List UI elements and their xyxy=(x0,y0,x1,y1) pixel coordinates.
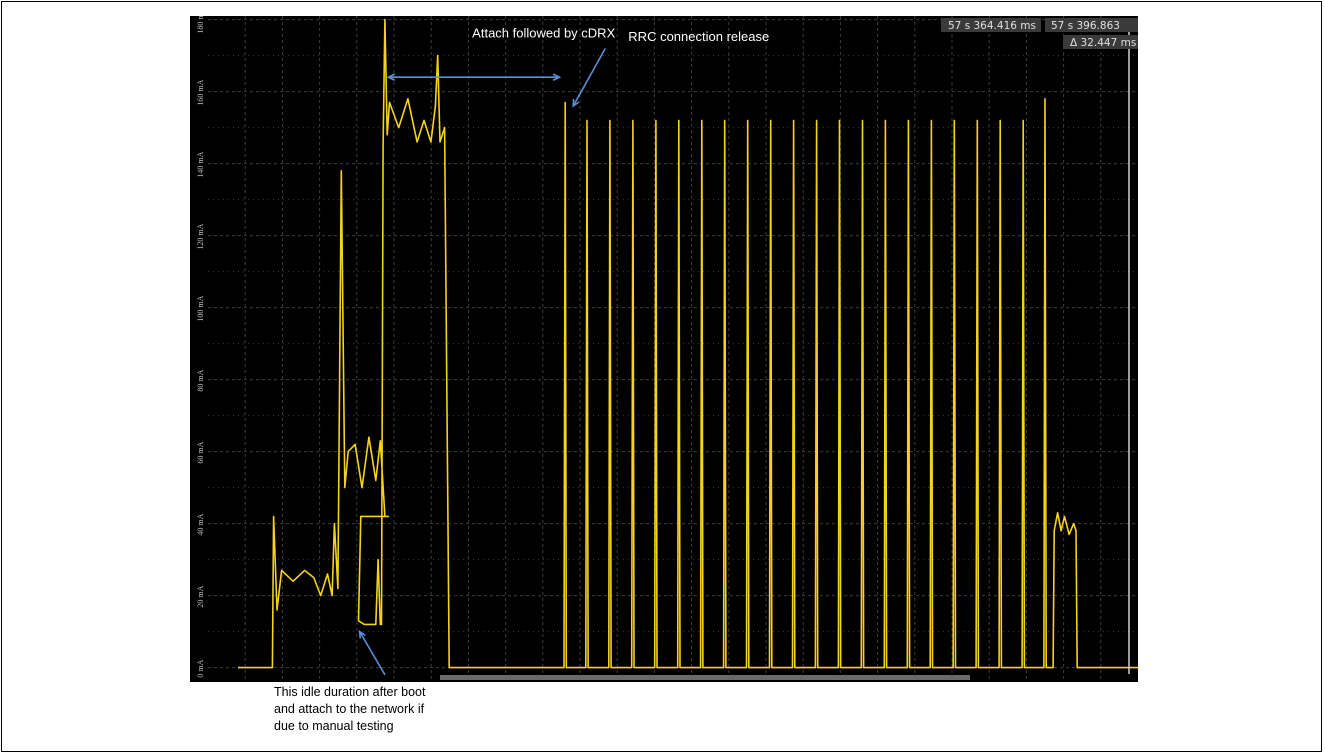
y-tick-label: 40 mA xyxy=(196,513,205,535)
y-tick-label: 160 mA xyxy=(196,79,205,105)
cursor-end-time: 57 s 396.863 xyxy=(1051,20,1120,32)
annotation-attach-cdrx: Attach followed by cDRX xyxy=(472,26,615,41)
caption-line: due to manual testing xyxy=(274,719,394,733)
y-tick-label: 100 mA xyxy=(196,295,205,321)
caption-line: This idle duration after boot xyxy=(274,685,426,699)
annotation-arrow-head xyxy=(358,630,366,639)
y-tick-label: 180 mA xyxy=(196,16,205,34)
annotation-arrow-shaft xyxy=(358,631,386,676)
y-tick-label: 0 mA xyxy=(196,659,205,677)
annotation-arrows xyxy=(358,48,607,676)
idle-duration-caption: This idle duration after boot and attach… xyxy=(274,684,534,735)
current-trace xyxy=(238,18,1138,669)
annotation-arrow-head xyxy=(386,73,396,81)
oscilloscope-chart: 0 mA 20 mA 40 mA 60 mA 80 mA 100 mA 120 mA 140 … xyxy=(190,16,1138,682)
annotation-rrc-release: RRC connection release xyxy=(628,29,769,44)
y-tick-label: 60 mA xyxy=(196,441,205,463)
annotation-arrow-shaft xyxy=(572,48,607,107)
annotation-arrow-head xyxy=(552,73,562,81)
annotation-arrow-head xyxy=(572,98,580,108)
y-tick-label: 140 mA xyxy=(196,151,205,177)
cursor-readout: 57 s 364.416 ms 57 s 396.863 Δ 32.447 ms xyxy=(941,18,1138,49)
y-tick-label: 80 mA xyxy=(196,369,205,391)
y-tick-label: 120 mA xyxy=(196,223,205,249)
plot-background xyxy=(190,16,1138,682)
cursor-delta-time: Δ 32.447 ms xyxy=(1070,37,1136,49)
grid xyxy=(208,16,1138,682)
y-tick-label: 20 mA xyxy=(196,585,205,607)
scrollbar-thumb[interactable] xyxy=(440,675,970,680)
cursor-readout-box-2 xyxy=(1045,18,1138,32)
y-axis-ticks: 0 mA 20 mA 40 mA 60 mA 80 mA 100 mA 120 mA 140 … xyxy=(196,16,205,678)
caption-line: and attach to the network if xyxy=(274,702,425,716)
cursor-readout-box-1 xyxy=(941,18,1041,32)
cursor-readout-box-3 xyxy=(1063,35,1138,49)
cursor-start-time: 57 s 364.416 ms xyxy=(948,20,1036,32)
